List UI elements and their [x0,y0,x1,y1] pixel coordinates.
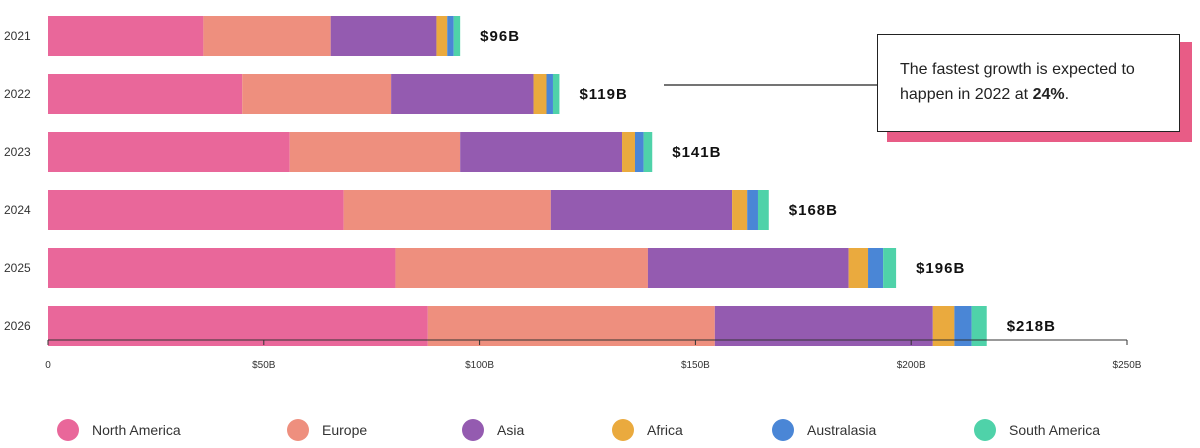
year-labels: 2021 2022 2023 2024 2025 2026 [4,29,31,333]
x-tick-label-250: $250B [1113,360,1142,371]
bar-2023-asia [460,132,623,172]
legend-label-asia: Asia [497,422,524,438]
bar-2024-asia [550,190,733,230]
bars-group [48,16,987,346]
bar-2023-australasia [634,132,644,172]
bar-2021-africa [436,16,448,56]
callout-highlight: 24% [1032,86,1065,103]
bar-2025-africa [848,248,869,288]
callout-box: The fastest growth is expected to happen… [877,34,1180,132]
total-label-2023: $141B [672,144,721,161]
bar-2026-north-america [48,306,428,346]
total-label-2026: $218B [1007,318,1056,335]
legend-swatch-south-america [974,419,996,441]
year-label-2026: 2026 [4,319,31,333]
bar-2022-asia [391,74,534,114]
legend-swatch-africa [612,419,634,441]
bar-2025-australasia [868,248,884,288]
year-label-2022: 2022 [4,87,31,101]
bar-2025-south-america [883,248,897,288]
bar-2022-south-america [552,74,560,114]
legend-swatch-asia [462,419,484,441]
bar-2021-south-america [453,16,461,56]
bar-2021-north-america [48,16,204,56]
x-axis: 0 $50B $100B $150B $200B $250B [45,339,1142,371]
bar-2022-australasia [546,74,553,114]
bar-2026-australasia [954,306,972,346]
x-tick-label-50: $50B [252,360,276,371]
total-label-2022: $119B [579,86,627,103]
callout-suffix: . [1064,86,1070,103]
x-tick-label-100: $100B [465,360,494,371]
x-tick-label-200: $200B [897,360,926,371]
bar-2021-australasia [447,16,454,56]
bar-2021-asia [330,16,437,56]
bar-2023-south-america [643,132,653,172]
legend-swatch-europe [287,419,309,441]
legend: North America Europe Asia Africa Australasia… [57,419,1100,441]
bar-2022-north-america [48,74,243,114]
legend-label-south-america: South America [1009,422,1100,438]
bar-2024-africa [732,190,748,230]
bar-2024-north-america [48,190,344,230]
bar-2022-europe [242,74,392,114]
bar-2021-europe [203,16,331,56]
total-label-2021: $96B [480,28,520,45]
legend-label-north-america: North America [92,422,181,438]
callout-text: The fastest growth is expected to happen… [900,61,1135,103]
x-tick-label-150: $150B [681,360,710,371]
legend-label-africa: Africa [647,422,683,438]
bar-2023-europe [289,132,461,172]
bar-2022-africa [533,74,547,114]
x-tick-label-0: 0 [45,360,51,371]
legend-swatch-australasia [772,419,794,441]
bar-2026-africa [932,306,955,346]
bar-2025-asia [647,248,849,288]
total-label-2024: $168B [789,202,838,219]
bar-2024-south-america [757,190,769,230]
total-label-2025: $196B [916,260,965,277]
year-label-2024: 2024 [4,203,31,217]
legend-label-europe: Europe [322,422,367,438]
bar-2023-north-america [48,132,290,172]
total-labels: $96B $119B $141B $168B $196B $218B [480,28,1056,335]
callout: The fastest growth is expected to happen… [877,34,1192,142]
bar-2024-australasia [747,190,758,230]
bar-2025-europe [395,248,648,288]
year-label-2025: 2025 [4,261,31,275]
year-label-2021: 2021 [4,29,31,43]
legend-label-australasia: Australasia [807,422,876,438]
bar-2024-europe [343,190,551,230]
bar-2026-europe [427,306,715,346]
bar-2026-south-america [971,306,987,346]
legend-swatch-north-america [57,419,79,441]
year-label-2023: 2023 [4,145,31,159]
bar-2023-africa [622,132,635,172]
bar-2026-asia [714,306,933,346]
bar-2025-north-america [48,248,396,288]
